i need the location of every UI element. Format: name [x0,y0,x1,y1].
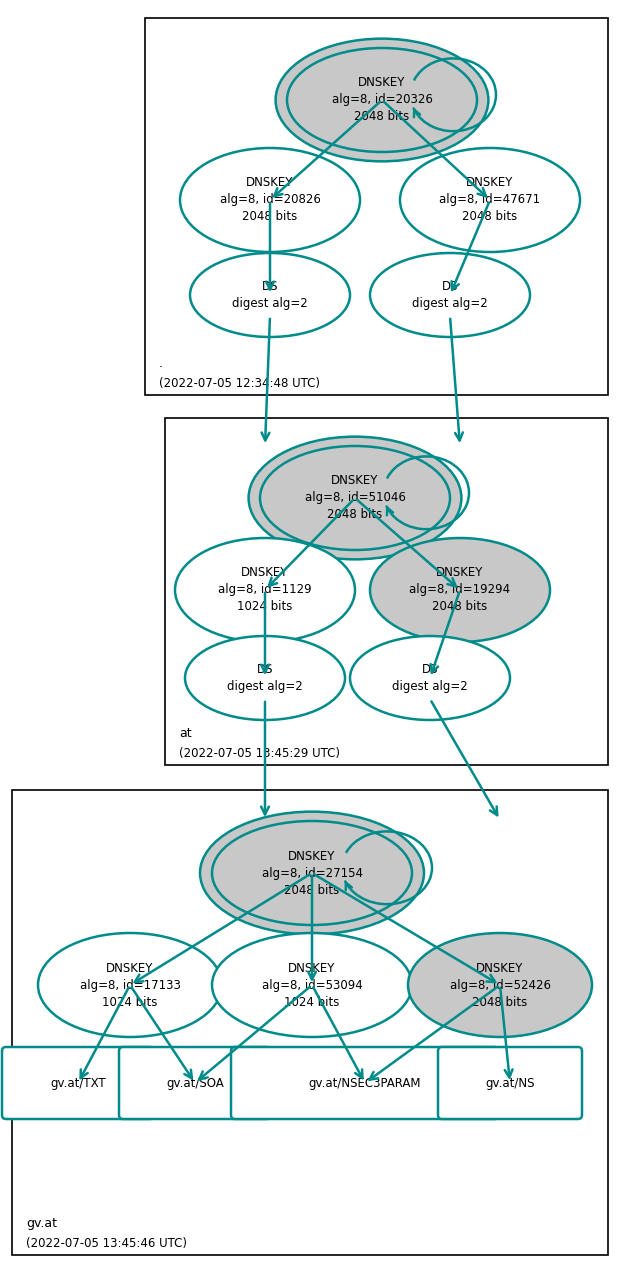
Ellipse shape [200,812,424,934]
Text: gv.at/NSEC3PARAM: gv.at/NSEC3PARAM [309,1076,421,1090]
Ellipse shape [175,538,355,642]
Ellipse shape [408,933,592,1036]
Text: DNSKEY
alg=8, id=19294
2048 bits: DNSKEY alg=8, id=19294 2048 bits [409,566,511,613]
Text: DNSKEY
alg=8, id=20326
2048 bits: DNSKEY alg=8, id=20326 2048 bits [331,77,432,124]
Ellipse shape [38,933,222,1036]
Ellipse shape [180,148,360,252]
Text: (2022-07-05 12:34:48 UTC): (2022-07-05 12:34:48 UTC) [159,377,320,390]
Ellipse shape [212,820,412,925]
Text: (2022-07-05 13:45:46 UTC): (2022-07-05 13:45:46 UTC) [26,1237,187,1250]
FancyBboxPatch shape [438,1047,582,1120]
Text: at: at [179,727,192,740]
FancyBboxPatch shape [165,418,608,766]
Text: DNSKEY
alg=8, id=27154
2048 bits: DNSKEY alg=8, id=27154 2048 bits [262,850,363,896]
Ellipse shape [185,636,345,720]
FancyBboxPatch shape [2,1047,154,1120]
Text: gv.at/SOA: gv.at/SOA [166,1076,224,1090]
Text: DNSKEY
alg=8, id=1129
1024 bits: DNSKEY alg=8, id=1129 1024 bits [218,566,312,613]
Text: gv.at/TXT: gv.at/TXT [50,1076,106,1090]
Ellipse shape [287,49,477,152]
Ellipse shape [350,636,510,720]
Text: .: . [159,357,163,371]
Text: DNSKEY
alg=8, id=17133
1024 bits: DNSKEY alg=8, id=17133 1024 bits [80,961,181,1008]
FancyBboxPatch shape [231,1047,499,1120]
Text: DS
digest alg=2: DS digest alg=2 [412,280,488,311]
Ellipse shape [370,253,530,337]
Ellipse shape [370,538,550,642]
Text: DS
digest alg=2: DS digest alg=2 [392,663,468,693]
FancyBboxPatch shape [145,18,608,395]
Ellipse shape [260,446,450,550]
Text: gv.at: gv.at [26,1217,57,1229]
FancyBboxPatch shape [119,1047,271,1120]
Ellipse shape [400,148,580,252]
Ellipse shape [190,253,350,337]
Text: DS
digest alg=2: DS digest alg=2 [232,280,308,311]
Text: DNSKEY
alg=8, id=53094
1024 bits: DNSKEY alg=8, id=53094 1024 bits [262,961,363,1008]
Text: (2022-07-05 13:45:29 UTC): (2022-07-05 13:45:29 UTC) [179,748,340,760]
Text: DNSKEY
alg=8, id=20826
2048 bits: DNSKEY alg=8, id=20826 2048 bits [219,176,320,224]
FancyBboxPatch shape [12,790,608,1255]
Text: DNSKEY
alg=8, id=51046
2048 bits: DNSKEY alg=8, id=51046 2048 bits [305,474,406,521]
Text: DNSKEY
alg=8, id=47671
2048 bits: DNSKEY alg=8, id=47671 2048 bits [439,176,541,224]
Ellipse shape [212,933,412,1036]
Ellipse shape [249,437,462,560]
Text: DS
digest alg=2: DS digest alg=2 [227,663,303,693]
Text: gv.at/NS: gv.at/NS [485,1076,535,1090]
Ellipse shape [275,38,488,161]
Text: DNSKEY
alg=8, id=52426
2048 bits: DNSKEY alg=8, id=52426 2048 bits [450,961,551,1008]
